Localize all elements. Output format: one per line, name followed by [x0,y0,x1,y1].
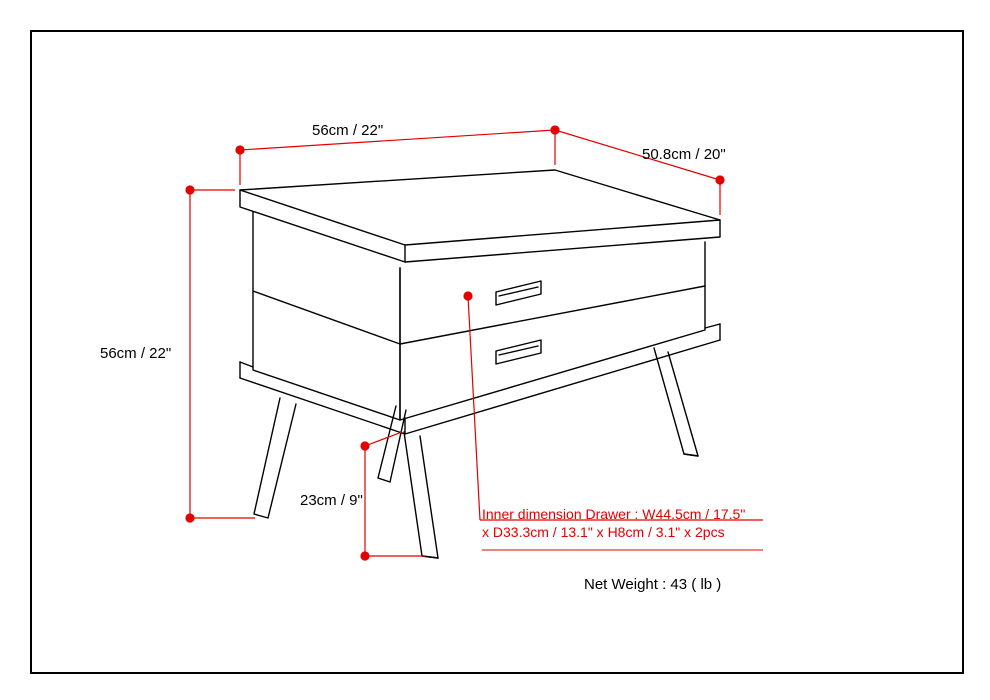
drawer-handle-icon [496,340,541,364]
dim-height-label: 56cm / 22" [100,345,171,362]
drawer-note: Inner dimension Drawer : W44.5cm / 17.5"… [482,505,745,541]
drawer-handle-icon [496,281,541,305]
drawer-note-line1: Inner dimension Drawer : W44.5cm / 17.5" [482,506,745,522]
drawer-note-line2: x D33.3cm / 13.1" x H8cm / 3.1" x 2pcs [482,524,725,540]
dim-leg-height-label: 23cm / 9" [300,492,363,509]
dim-depth-label: 50.8cm / 20" [642,146,726,163]
net-weight-label: Net Weight : 43 ( lb ) [584,576,721,593]
dim-width-label: 56cm / 22" [312,122,383,139]
diagram-canvas: 56cm / 22" 50.8cm / 20" 56cm / 22" 23cm … [0,0,990,700]
